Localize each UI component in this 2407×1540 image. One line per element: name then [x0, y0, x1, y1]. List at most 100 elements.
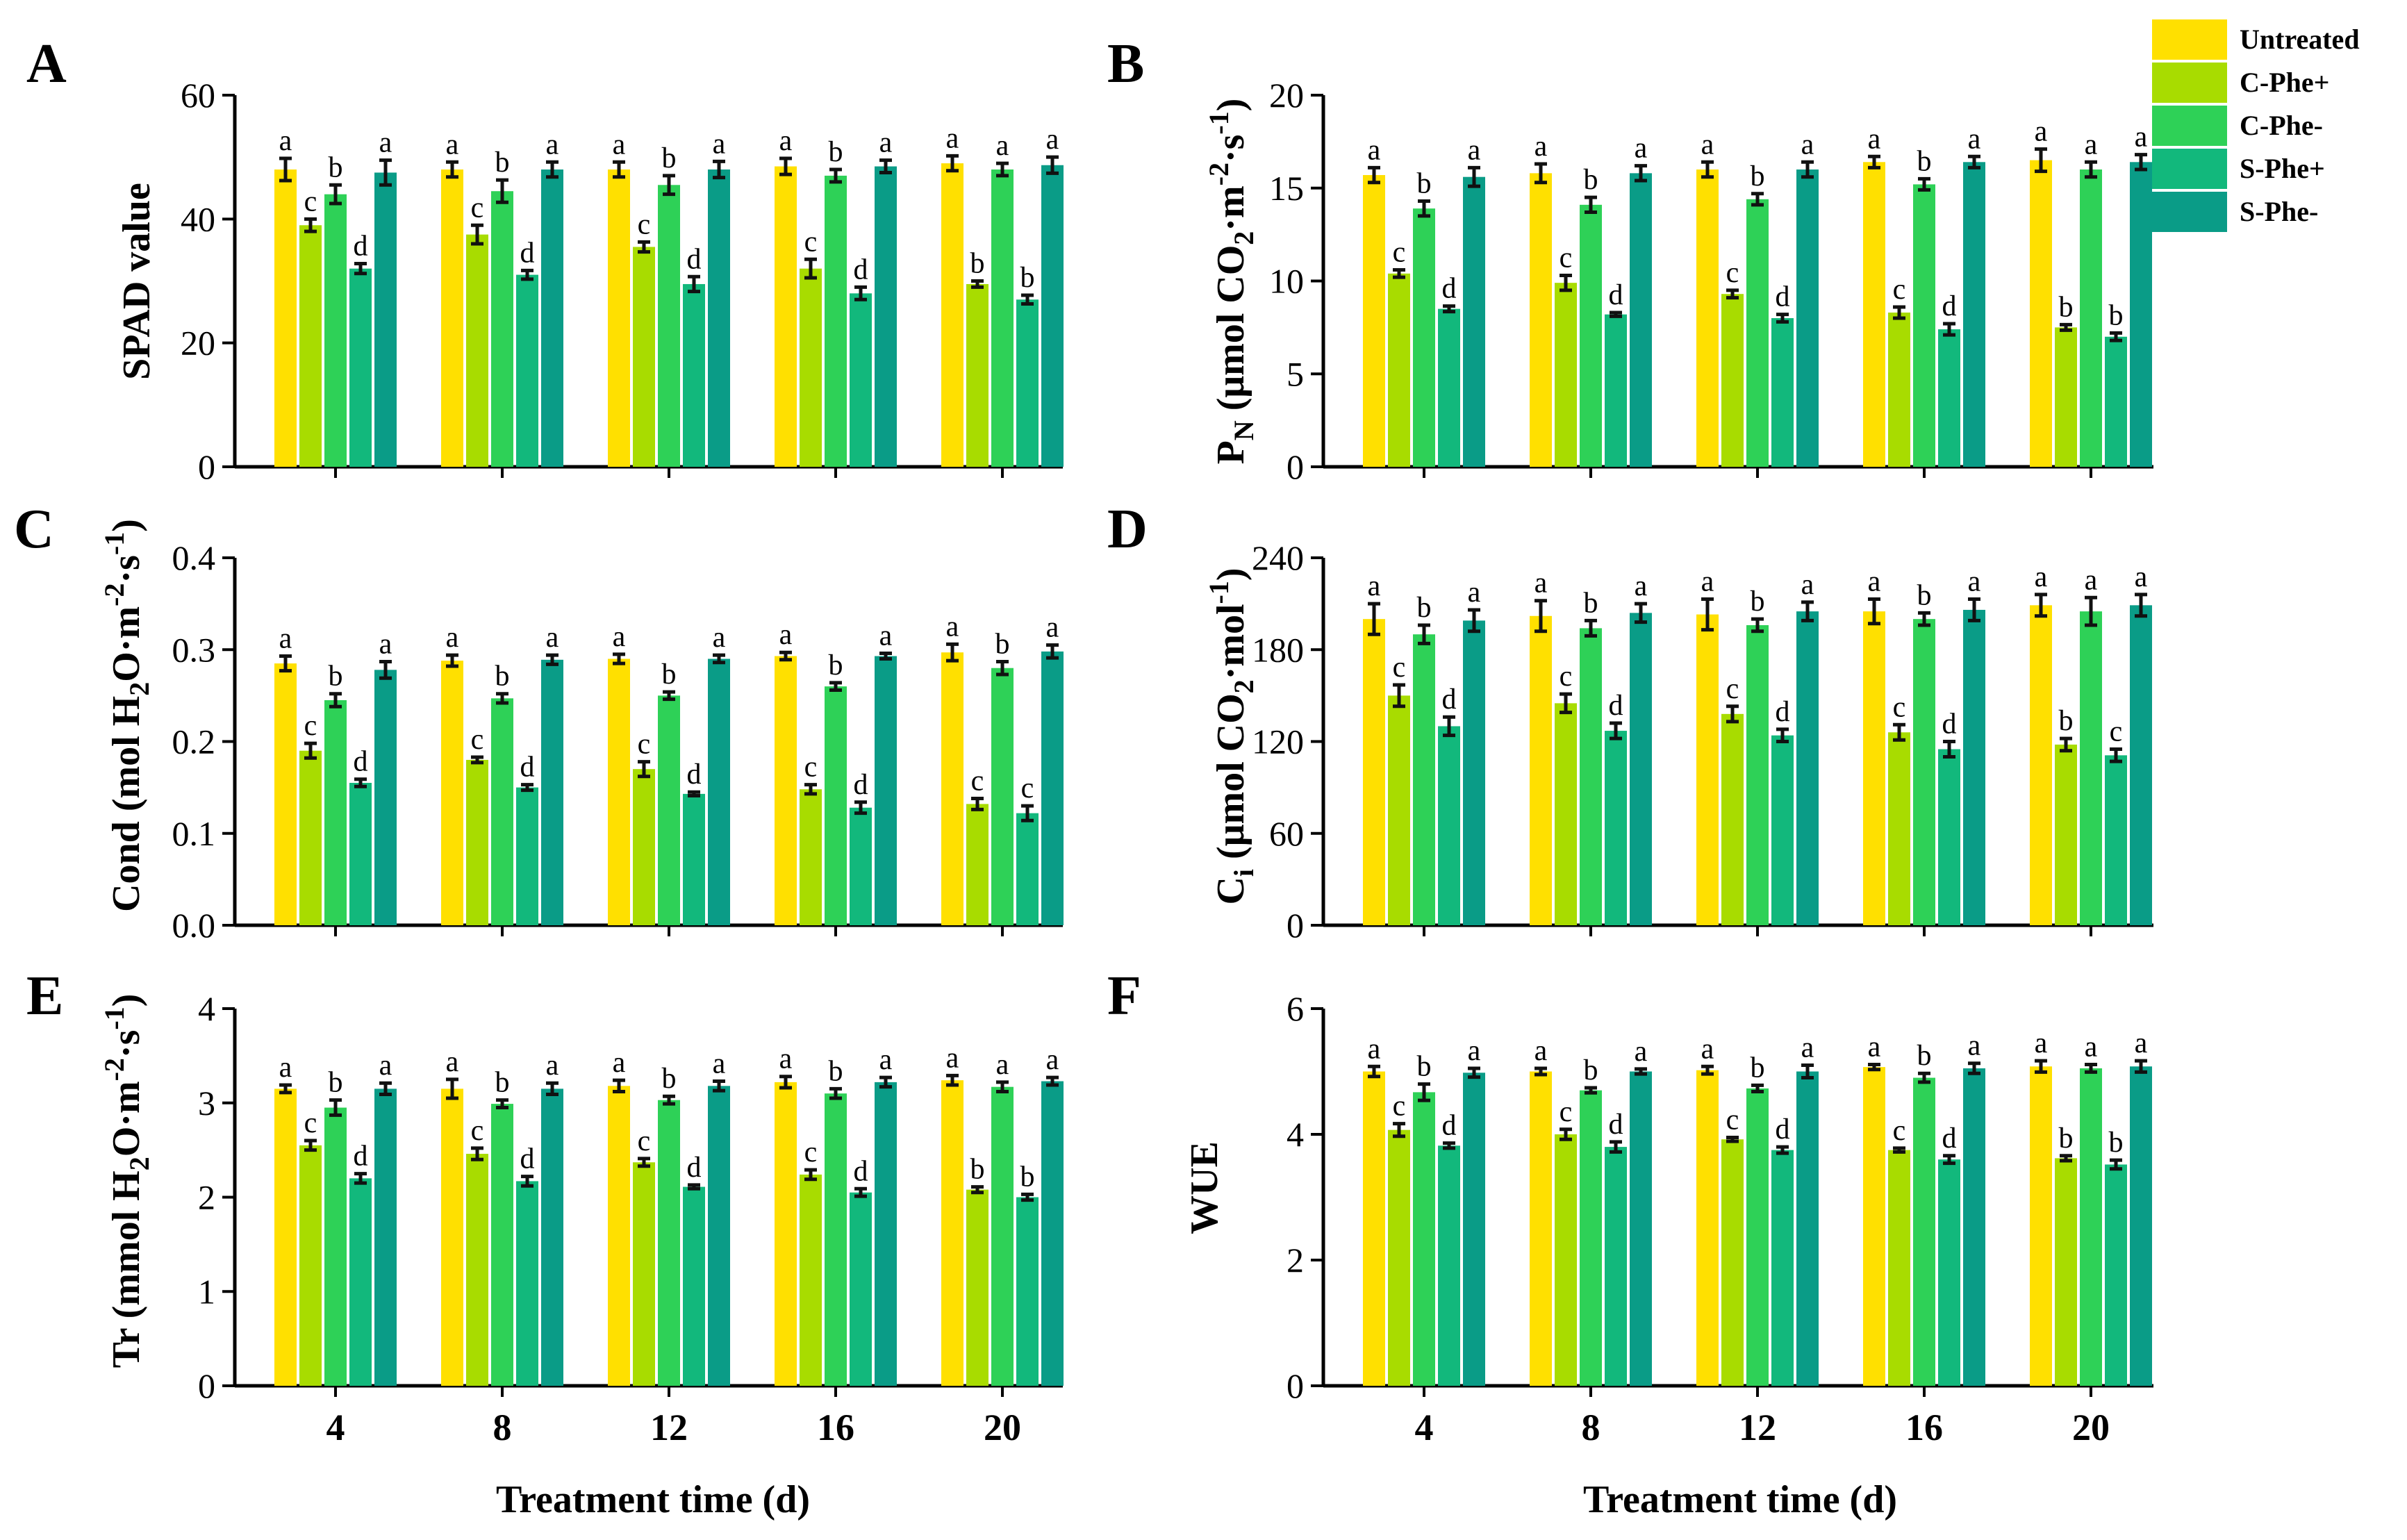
panel-letter-e: E: [26, 966, 63, 1027]
sig-letter-c: b: [995, 628, 1010, 660]
y-tick-label-d: 240: [1252, 538, 1304, 577]
sig-letter-f: b: [2059, 1123, 2074, 1154]
legend-swatch-2: [2152, 106, 2227, 146]
x-tick-label-e: 4: [326, 1407, 345, 1448]
bar-a: [374, 172, 397, 467]
sig-letter-a: a: [1046, 124, 1059, 156]
bar-a: [850, 293, 872, 467]
bar-f: [1413, 1092, 1435, 1386]
bar-f: [1746, 1088, 1769, 1386]
sig-letter-d: a: [2135, 561, 2148, 593]
bar-f: [1938, 1159, 1960, 1386]
bar-a: [966, 283, 989, 467]
bar-e: [633, 1162, 655, 1386]
bar-b: [2055, 327, 2077, 467]
sig-letter-a: b: [1020, 262, 1035, 294]
sig-letter-f: a: [1535, 1035, 1548, 1067]
bar-c: [658, 695, 680, 925]
sig-letter-d: a: [1701, 566, 1714, 598]
sig-letter-e: a: [879, 1044, 893, 1076]
sig-letter-a: b: [495, 147, 510, 179]
bar-c: [966, 804, 989, 925]
bar-e: [274, 1088, 297, 1386]
bar-b: [1605, 314, 1627, 467]
sig-letter-c: b: [662, 659, 677, 690]
bar-f: [1438, 1145, 1460, 1386]
sig-letter-b: a: [1801, 129, 1814, 160]
bar-a: [349, 268, 372, 467]
sig-letter-c: b: [329, 661, 343, 693]
bar-b: [1963, 162, 1985, 467]
bar-c: [608, 659, 630, 925]
bar-d: [1463, 620, 1485, 925]
sig-letter-f: b: [1417, 1051, 1432, 1083]
x-tick-label-f: 20: [2072, 1407, 2110, 1448]
sig-letter-a: a: [879, 127, 893, 159]
sig-letter-d: c: [1393, 652, 1406, 684]
bar-e: [491, 1104, 513, 1386]
sig-letter-b: b: [2059, 291, 2074, 323]
bar-d: [1721, 713, 1744, 925]
sig-letter-a: d: [854, 254, 868, 285]
y-tick-label-d: 0: [1287, 906, 1304, 945]
bar-d: [1555, 703, 1577, 925]
sig-letter-a: c: [304, 185, 317, 217]
y-tick-label-a: 60: [181, 76, 215, 115]
bar-d: [1580, 628, 1602, 925]
bar-a: [608, 169, 630, 467]
sig-letter-c: d: [520, 752, 535, 784]
sig-letter-a: d: [687, 243, 702, 275]
y-tick-label-a: 0: [198, 447, 215, 486]
sig-letter-a: a: [613, 129, 626, 160]
sig-letter-f: a: [1968, 1030, 1981, 1062]
sig-letter-c: a: [779, 619, 793, 651]
bar-c: [941, 652, 963, 925]
bar-a: [708, 169, 730, 467]
sig-letter-c: a: [879, 620, 893, 652]
bar-e: [324, 1107, 347, 1386]
bar-a: [633, 247, 655, 467]
bar-c: [516, 787, 538, 925]
bar-c: [324, 699, 347, 925]
bar-e: [775, 1082, 797, 1386]
bar-e: [875, 1082, 897, 1386]
bar-c: [274, 663, 297, 925]
bar-e: [966, 1189, 989, 1386]
sig-letter-f: a: [1468, 1035, 1481, 1067]
bar-f: [1463, 1073, 1485, 1386]
bar-d: [2130, 605, 2152, 925]
sig-letter-b: a: [1868, 123, 1881, 155]
sig-letter-a: a: [446, 129, 459, 160]
sig-letter-b: a: [1968, 123, 1981, 155]
bar-b: [2105, 336, 2127, 467]
sig-letter-a: c: [471, 192, 484, 224]
y-tick-label-d: 180: [1252, 630, 1304, 669]
sig-letter-f: d: [1609, 1109, 1623, 1141]
sig-letter-c: b: [829, 649, 843, 681]
sig-letter-c: c: [471, 724, 484, 756]
y-axis-title-e: Tr (mmol H2O·m-2·s-1): [99, 994, 155, 1368]
legend-label-1: C-Phe+: [2240, 67, 2329, 98]
sig-letter-b: a: [1701, 129, 1714, 160]
sig-letter-c: c: [1021, 772, 1034, 804]
bar-e: [1041, 1081, 1064, 1386]
legend-label-2: C-Phe-: [2240, 110, 2323, 141]
sig-letter-e: c: [471, 1115, 484, 1147]
sig-letter-b: a: [1635, 133, 1648, 165]
bar-b: [1938, 329, 1960, 467]
bar-a: [800, 268, 822, 467]
bar-c: [800, 789, 822, 925]
panel-letter-f: F: [1107, 966, 1141, 1027]
bar-b: [1771, 318, 1794, 467]
bar-e: [374, 1088, 397, 1386]
sig-letter-f: c: [1560, 1096, 1573, 1128]
x-axis-title-left: Treatment time (d): [496, 1478, 810, 1521]
bar-c: [374, 670, 397, 925]
bar-e: [516, 1181, 538, 1386]
sig-letter-c: c: [971, 765, 984, 797]
bar-d: [1388, 695, 1410, 925]
sig-letter-e: b: [1020, 1161, 1035, 1193]
sig-letter-c: a: [946, 611, 959, 643]
sig-letter-b: d: [1942, 290, 1957, 322]
